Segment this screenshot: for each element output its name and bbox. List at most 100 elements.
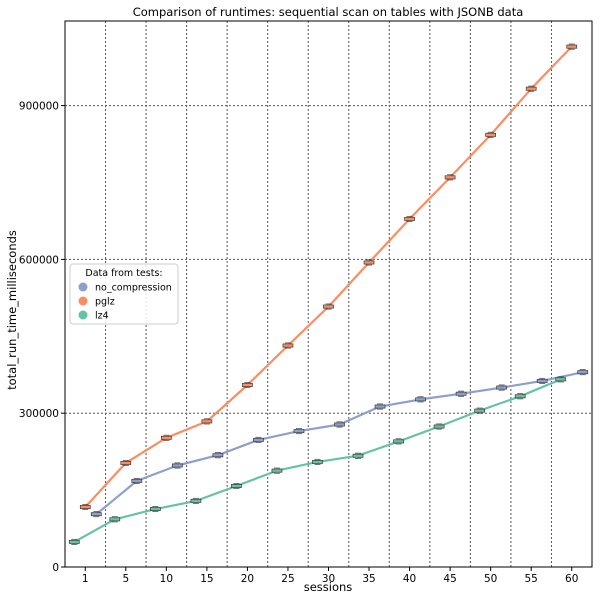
data-point-pglz <box>120 459 132 466</box>
legend-item-lz4: lz4 <box>78 310 109 322</box>
data-point-lz4 <box>149 506 161 513</box>
box-marker <box>271 468 283 473</box>
legend-label: lz4 <box>95 311 109 322</box>
data-point-no_compression <box>496 384 508 391</box>
legend-marker <box>78 296 88 306</box>
box-marker <box>433 424 445 429</box>
legend-item-pglz: pglz <box>78 296 115 308</box>
data-point-lz4 <box>474 407 486 414</box>
x-tick-label: 50 <box>484 573 497 585</box>
data-point-pglz <box>282 342 294 349</box>
legend-box <box>69 263 179 325</box>
box-marker <box>212 453 224 458</box>
box-marker <box>566 44 578 49</box>
data-point-lz4 <box>514 393 526 400</box>
box-marker <box>253 437 264 442</box>
box-marker <box>323 304 334 309</box>
data-point-no_compression <box>374 403 386 410</box>
data-point-lz4 <box>433 423 445 430</box>
box-marker <box>312 459 323 464</box>
x-axis-label: sessions <box>304 580 353 594</box>
data-point-no_compression <box>293 428 305 435</box>
data-point-no_compression <box>131 477 143 484</box>
axes: 1 5 10 15 20 25 30 35 40 45 50 55 600300000600000900… <box>19 101 579 585</box>
y-tick-label: 300000 <box>19 408 59 420</box>
box-marker <box>131 478 143 483</box>
box-marker <box>404 216 415 221</box>
data-point-lz4 <box>231 483 242 489</box>
data-point-pglz <box>323 303 334 310</box>
series-layer <box>68 43 589 545</box>
data-point-pglz <box>79 504 91 510</box>
series-no_compression <box>90 369 589 518</box>
box-marker <box>363 260 375 265</box>
x-tick-label: 60 <box>565 573 578 585</box>
box-marker <box>525 86 537 91</box>
box-marker <box>455 391 467 396</box>
data-point-pglz <box>363 259 375 266</box>
series-pglz <box>79 43 578 510</box>
data-point-no_compression <box>253 436 264 443</box>
x-tick-label: 15 <box>200 573 213 585</box>
data-point-lz4 <box>271 467 283 474</box>
x-tick-label: 10 <box>160 573 173 585</box>
legend-marker <box>78 310 88 320</box>
y-tick-label: 900000 <box>19 101 59 113</box>
box-marker <box>555 377 567 382</box>
data-point-pglz <box>242 382 253 388</box>
data-point-lz4 <box>393 438 404 445</box>
box-marker <box>393 439 404 444</box>
y-axis-label: total_run_time_milliseconds <box>5 230 19 390</box>
box-marker <box>201 419 213 424</box>
box-marker <box>120 460 132 465</box>
box-marker <box>109 517 121 522</box>
box-marker <box>160 435 172 440</box>
box-marker <box>231 484 242 488</box>
box-marker <box>68 539 80 544</box>
box-marker <box>90 512 102 517</box>
chart-title: Comparison of runtimes: sequential scan … <box>133 5 524 19</box>
data-point-no_compression <box>577 369 589 376</box>
data-point-lz4 <box>109 516 121 523</box>
x-tick-label: 1 <box>82 573 89 585</box>
box-marker <box>496 385 508 390</box>
box-marker <box>293 429 305 434</box>
box-marker <box>190 498 202 503</box>
data-point-pglz <box>160 434 172 441</box>
data-point-lz4 <box>190 497 202 504</box>
legend-item-no_compression: no_compression <box>78 282 172 294</box>
data-point-no_compression <box>536 377 548 384</box>
data-point-pglz <box>444 174 456 181</box>
box-marker <box>485 132 497 137</box>
data-point-no_compression <box>455 390 467 397</box>
y-tick-label: 0 <box>52 562 59 574</box>
box-marker <box>444 175 456 180</box>
box-marker <box>415 397 426 402</box>
box-marker <box>352 453 364 458</box>
legend-label: no_compression <box>95 283 172 294</box>
box-marker <box>282 343 294 348</box>
data-point-pglz <box>201 418 213 425</box>
data-point-pglz <box>485 131 497 138</box>
data-point-lz4 <box>555 376 567 383</box>
x-tick-label: 20 <box>241 573 254 585</box>
box-marker <box>171 463 183 468</box>
series-lz4 <box>68 376 567 545</box>
data-point-no_compression <box>212 452 224 459</box>
legend-marker <box>78 282 88 292</box>
box-marker <box>474 408 486 413</box>
x-tick-label: 45 <box>443 573 456 585</box>
box-marker <box>374 404 386 409</box>
x-tick-label: 5 <box>122 573 129 585</box>
data-point-pglz <box>566 43 578 50</box>
legend-label: pglz <box>95 297 115 308</box>
data-point-no_compression <box>171 462 183 469</box>
data-point-pglz <box>525 85 537 92</box>
x-tick-label: 25 <box>281 573 294 585</box>
box-marker <box>514 394 526 399</box>
legend-title: Data from tests: <box>85 268 162 279</box>
box-marker <box>536 378 548 383</box>
box-marker <box>149 507 161 512</box>
